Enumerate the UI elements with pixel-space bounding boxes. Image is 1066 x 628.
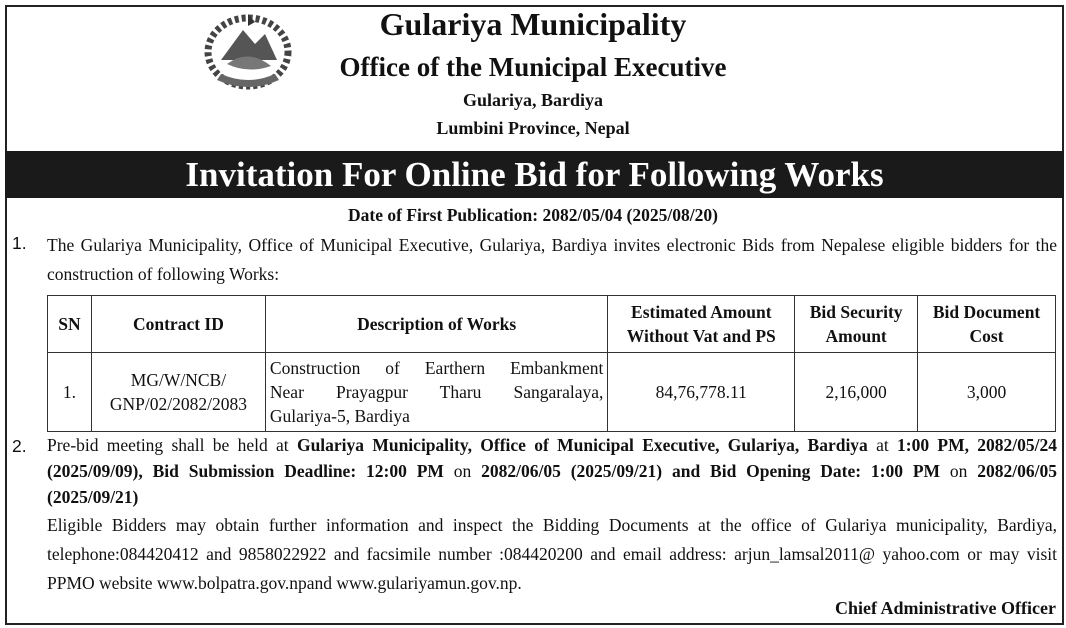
cell-sn: 1. [47,352,92,432]
bold-text-segment: 2082/06/05 (2025/09/21) and Bid Opening … [481,461,941,481]
bold-text-segment: 1:00 PM, 2082/05/24 (2025/09/09), Bid Su… [47,435,1057,481]
cell-bid-security: 2,16,000 [794,352,919,432]
table-row: 1. MG/W/NCB/ GNP/02/2082/2083 Constructi… [47,352,1056,432]
publication-date: Date of First Publication: 2082/05/04 (2… [348,205,718,225]
text-segment: Pre-bid meeting shall be held at [47,435,297,455]
item-number: 1. [12,233,27,253]
header-sn: SN [47,295,92,353]
address: Gulariya, Bardiya [462,90,603,110]
header-document-cost: Bid Document Cost [917,295,1056,353]
description-line: Gulariya-5, Bardiya [269,406,410,426]
signature-title: Chief Administrative Officer [835,598,1056,618]
notice-frame [5,5,1064,625]
item-number: 2. [12,436,27,456]
table-header-row: SN Contract ID Description of Works Esti… [47,295,1056,353]
cell-description: Construction of Earthern Embankment Near… [264,352,609,432]
bold-text-segment: Gulariya Municipality, Office of Municip… [296,435,868,455]
office-title: Office of the Municipal Executive [339,52,727,82]
item2-text: Pre-bid meeting shall be held at Gulariy… [47,432,1057,510]
description-line: Construction of Earthern Embankment [269,358,604,378]
text-segment: at [867,435,898,455]
header-bid-security: Bid Security Amount [794,295,919,353]
text-segment: on [443,461,482,481]
works-table: SN Contract ID Description of Works Esti… [47,295,1056,432]
municipality-title: Gulariya Municipality [379,6,687,42]
text-segment: on [940,461,978,481]
nepal-emblem-logo [204,14,292,90]
cell-document-cost: 3,000 [917,352,1056,432]
cell-estimated-amount: 84,76,778.11 [607,352,796,432]
cell-contract-id: MG/W/NCB/ GNP/02/2082/2083 [90,352,266,432]
contact-text: Eligible Bidders may obtain further info… [47,515,1057,593]
province: Lumbini Province, Nepal [436,118,630,138]
item1-text: The Gulariya Municipality, Office of Mun… [47,235,1057,284]
header-estimated-amount: Estimated Amount Without Vat and PS [607,295,796,353]
bold-text-segment: 2082/06/05 (2025/09/21) [47,461,1058,507]
banner-title: Invitation For Online Bid for Following … [5,151,1064,198]
description-line: Near Prayagpur Tharu Sangaralaya, [269,382,604,402]
header-description: Description of Works [264,295,609,353]
header-contract-id: Contract ID [90,295,266,353]
